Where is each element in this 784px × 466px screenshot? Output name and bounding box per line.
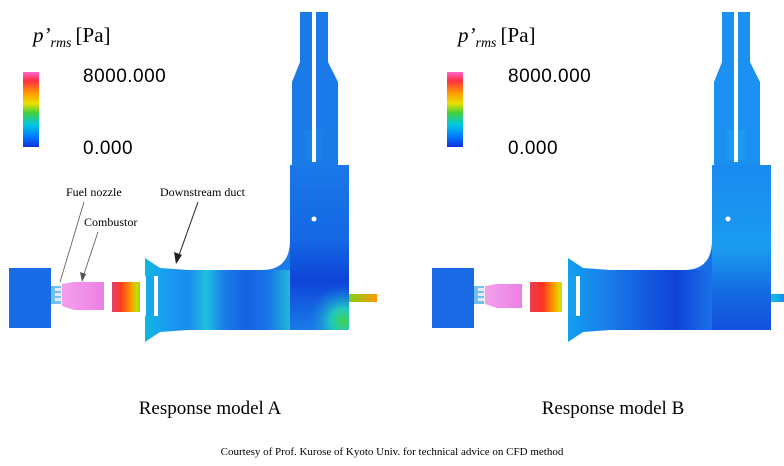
credit-line: Courtesy of Prof. Kurose of Kyoto Univ. … xyxy=(221,446,564,458)
caption-model-a: Response model A xyxy=(139,398,282,419)
combustor-b xyxy=(485,284,522,308)
legend-title-left: p’rms [Pa] xyxy=(31,23,111,51)
downstream-duct-a xyxy=(145,258,290,342)
annotations-a: Fuel nozzle Combustor Downstream duct xyxy=(59,185,246,283)
combustor-a xyxy=(62,282,104,310)
legend-max-left: 8000.000 xyxy=(83,66,166,87)
combustor-model-a xyxy=(9,12,377,342)
outlet-b xyxy=(771,294,784,302)
legend-left: p’rms [Pa] 8000.000 0.000 xyxy=(23,23,166,159)
plenum-a xyxy=(9,268,51,328)
color-scale-right xyxy=(447,72,463,147)
legend-max-right: 8000.000 xyxy=(508,66,591,87)
caption-model-b: Response model B xyxy=(542,398,685,419)
fuel-nozzle-label: Fuel nozzle xyxy=(66,185,122,199)
color-scale-left xyxy=(23,72,39,147)
plenum-b xyxy=(432,268,474,328)
downstream-duct-label: Downstream duct xyxy=(160,185,246,199)
legend-title-right: p’rms [Pa] xyxy=(456,23,536,51)
combustor-model-b xyxy=(432,12,784,342)
downstream-duct-b xyxy=(568,258,712,342)
combustor-label: Combustor xyxy=(84,215,137,229)
legend-min-left: 0.000 xyxy=(83,138,133,159)
legend-right: p’rms [Pa] 8000.000 0.000 xyxy=(447,23,591,159)
legend-min-right: 0.000 xyxy=(508,138,558,159)
riser-b xyxy=(712,165,771,330)
outlet-a xyxy=(349,294,377,302)
